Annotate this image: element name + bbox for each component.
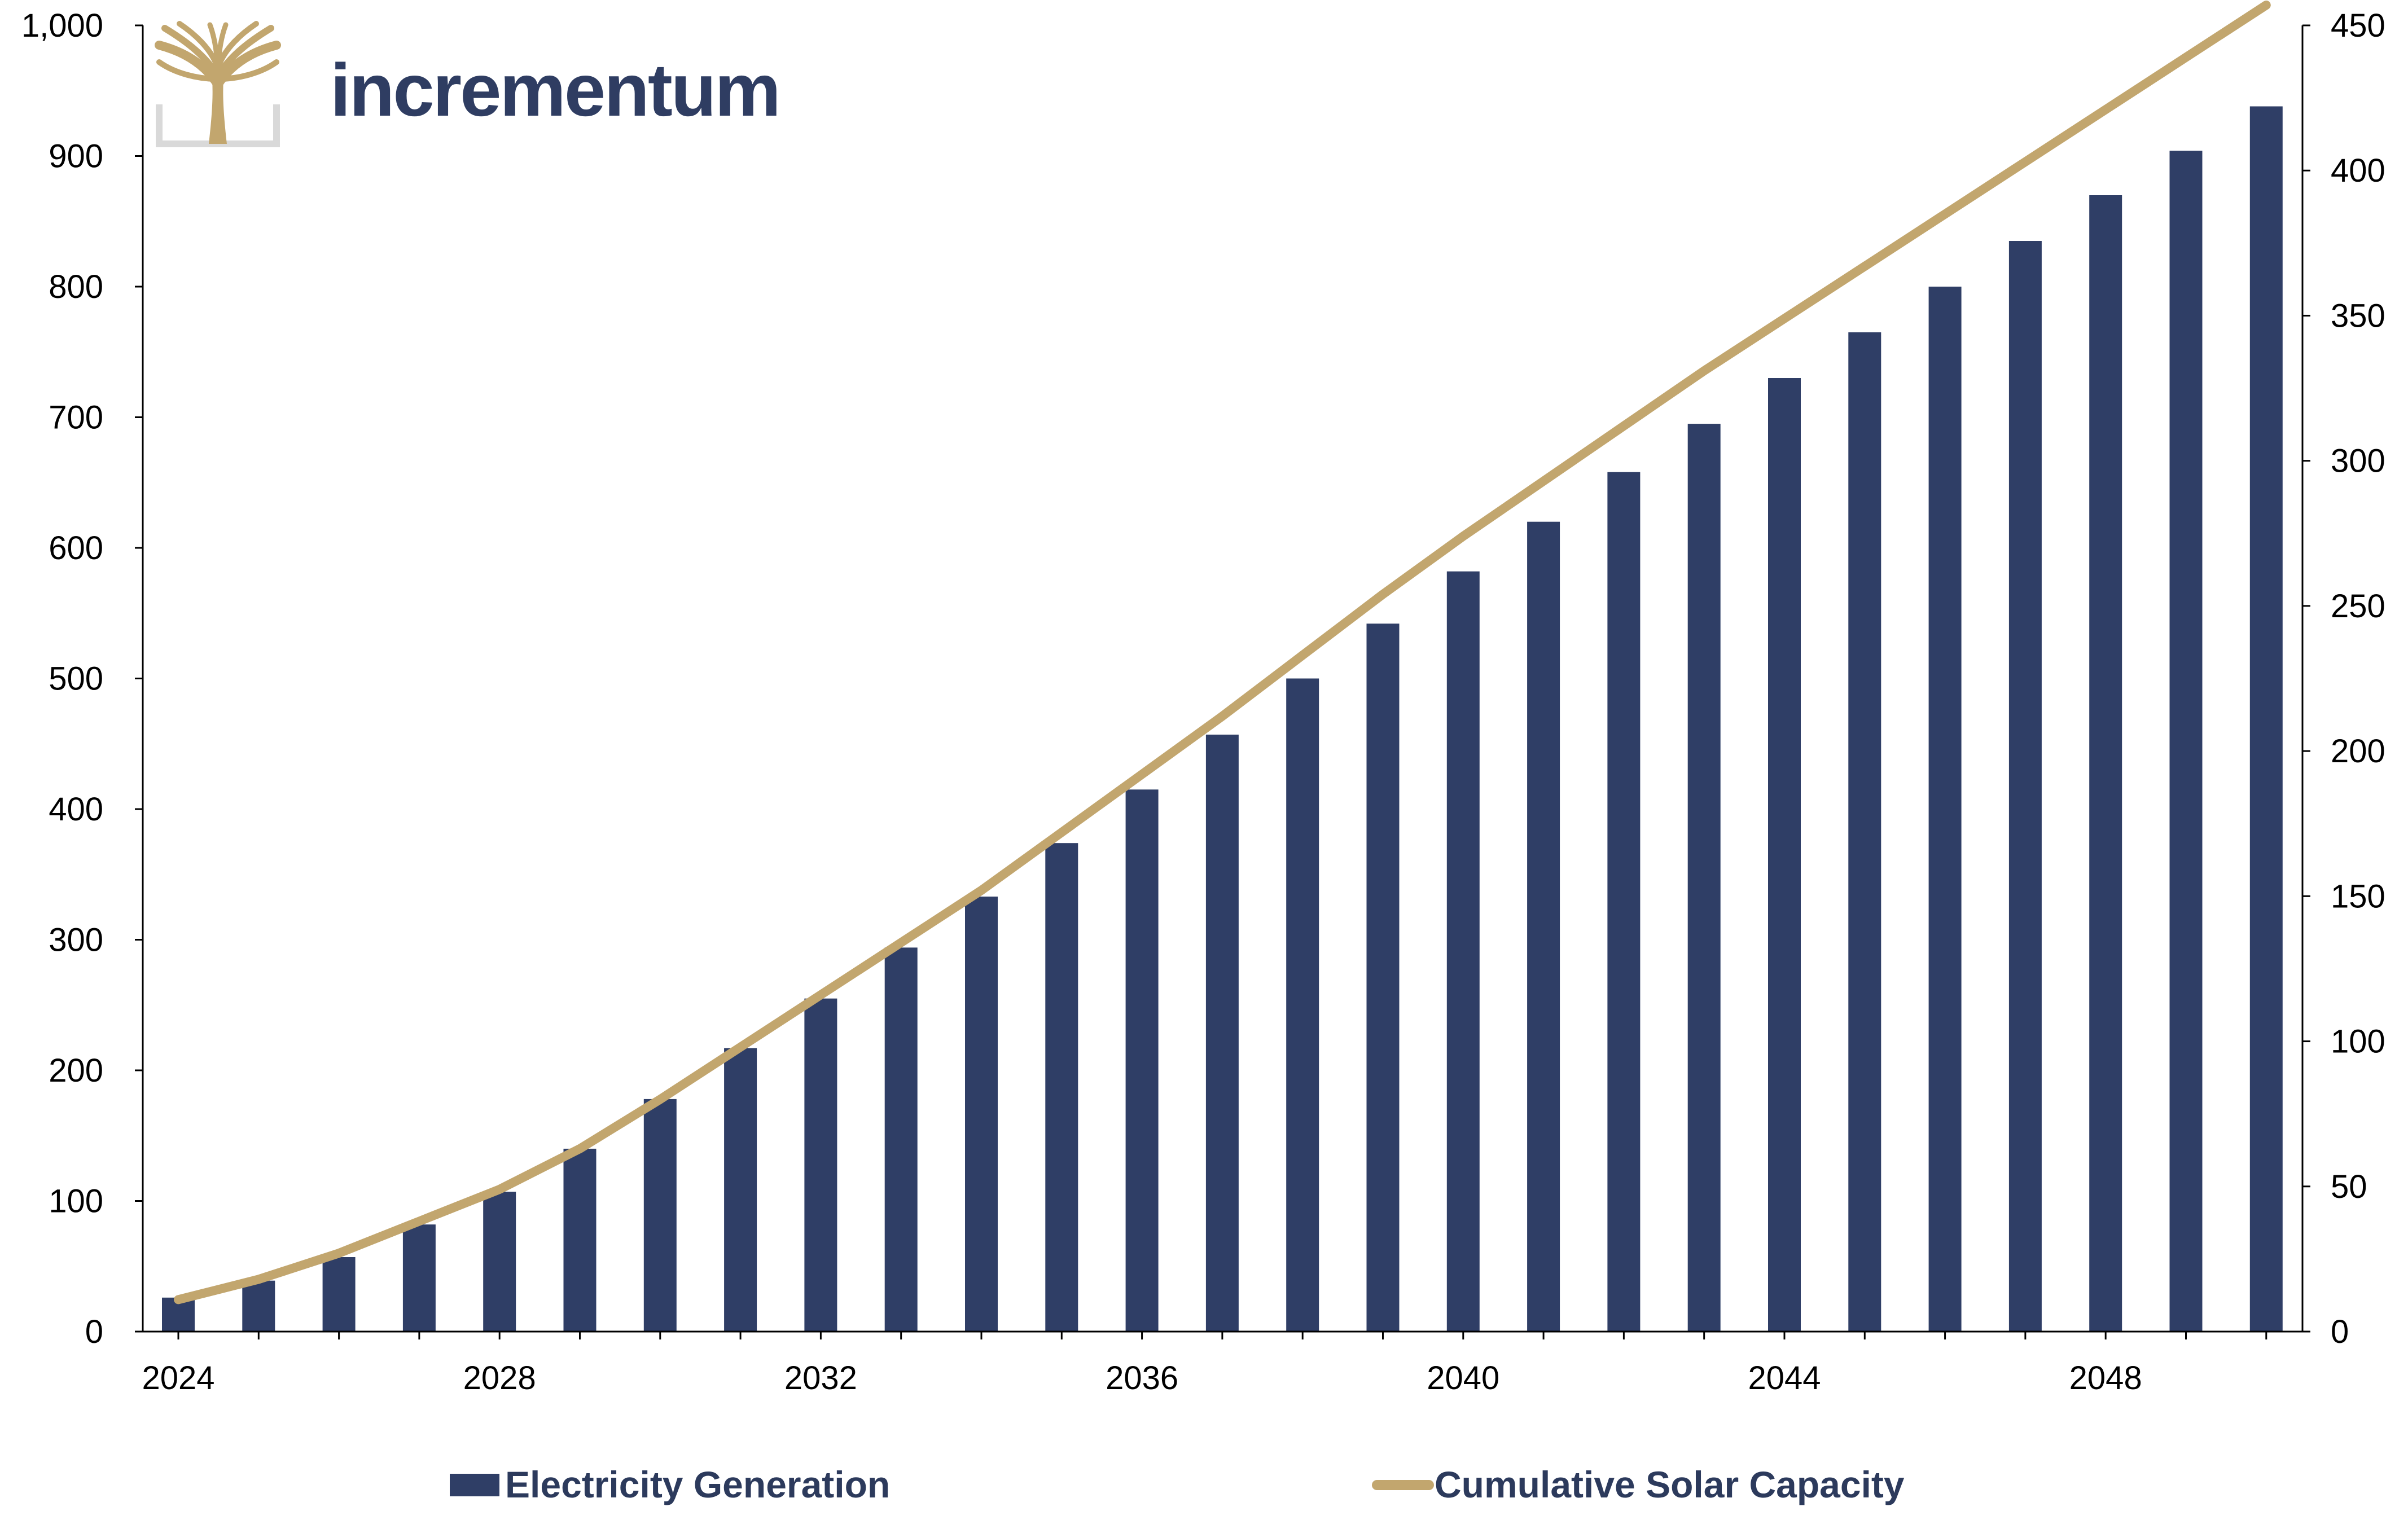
bar-2035 bbox=[1045, 843, 1078, 1332]
legend: Electricity Generation Cumulative Solar … bbox=[450, 1464, 1905, 1505]
right-tick-label: 150 bbox=[2331, 878, 2385, 915]
left-tick-label: 200 bbox=[49, 1052, 103, 1089]
solar-capacity-line-group bbox=[174, 1, 2271, 1304]
bar-2036 bbox=[1125, 789, 1159, 1332]
bar-2039 bbox=[1366, 623, 1400, 1332]
bar-2034 bbox=[965, 897, 998, 1332]
left-tick-label: 700 bbox=[49, 399, 103, 436]
legend-label-electricity-generation: Electricity Generation bbox=[505, 1464, 890, 1505]
bar-2027 bbox=[402, 1224, 436, 1332]
left-tick-label: 400 bbox=[49, 791, 103, 828]
left-tick-label: 0 bbox=[85, 1314, 103, 1350]
bar-2042 bbox=[1607, 472, 1641, 1332]
left-tick-label: 600 bbox=[49, 530, 103, 566]
x-tick-label: 2028 bbox=[463, 1360, 536, 1396]
bar-2040 bbox=[1446, 571, 1480, 1332]
bar-2041 bbox=[1527, 521, 1560, 1332]
left-tick-label: 900 bbox=[49, 138, 103, 175]
bar-2045 bbox=[1848, 332, 1881, 1332]
bar-2025 bbox=[242, 1280, 275, 1332]
x-tick-label: 2048 bbox=[2069, 1360, 2142, 1396]
right-tick-label: 300 bbox=[2331, 443, 2385, 480]
legend-swatch-electricity-generation bbox=[450, 1474, 499, 1496]
right-tick-label: 400 bbox=[2331, 152, 2385, 189]
right-tick-label: 450 bbox=[2331, 7, 2385, 44]
x-tick-label: 2044 bbox=[1748, 1360, 1821, 1396]
bar-2031 bbox=[724, 1048, 757, 1332]
bar-2043 bbox=[1687, 424, 1721, 1332]
logo-branch bbox=[216, 21, 259, 68]
right-tick-label: 350 bbox=[2331, 297, 2385, 334]
logo-branch bbox=[215, 59, 279, 82]
left-tick-label: 500 bbox=[49, 661, 103, 697]
x-tick-label: 2036 bbox=[1106, 1360, 1178, 1396]
left-tick-label: 1,000 bbox=[21, 7, 103, 44]
right-tick-label: 250 bbox=[2331, 588, 2385, 625]
left-tick-label: 300 bbox=[49, 922, 103, 959]
bar-2049 bbox=[2169, 151, 2203, 1332]
left-tick-label: 100 bbox=[49, 1183, 103, 1220]
x-tick-label: 2032 bbox=[784, 1360, 857, 1396]
bar-2038 bbox=[1286, 678, 1319, 1332]
incrementum-logo: incrementum bbox=[155, 21, 781, 147]
right-tick-label: 100 bbox=[2331, 1024, 2385, 1060]
bars bbox=[162, 106, 2283, 1332]
right-tick-label: 200 bbox=[2331, 733, 2385, 770]
legend-label-cumulative-solar-capacity: Cumulative Solar Capacity bbox=[1435, 1464, 1905, 1505]
bar-2033 bbox=[884, 947, 918, 1332]
right-tick-label: 50 bbox=[2331, 1169, 2367, 1205]
bar-2026 bbox=[322, 1257, 356, 1332]
tree-icon bbox=[155, 21, 281, 147]
axes: 0 100 200 300 400 500 600 700 800 900 1,000 0 50 100 1… bbox=[21, 7, 2385, 1396]
logo-branch bbox=[216, 25, 274, 77]
bar-2029 bbox=[563, 1148, 596, 1332]
bar-2044 bbox=[1768, 378, 1801, 1332]
bar-2047 bbox=[2008, 241, 2042, 1332]
bar-2048 bbox=[2089, 195, 2122, 1332]
logo-branch bbox=[215, 22, 229, 71]
bar-2032 bbox=[804, 998, 837, 1332]
right-tick-label: 0 bbox=[2331, 1314, 2349, 1350]
bar-2028 bbox=[483, 1192, 516, 1332]
bar-2050 bbox=[2249, 106, 2283, 1332]
x-tick-label: 2040 bbox=[1427, 1360, 1499, 1396]
bar-2037 bbox=[1205, 735, 1239, 1332]
logo-trunk bbox=[209, 79, 227, 144]
x-tick-label: 2024 bbox=[142, 1360, 214, 1396]
left-tick-label: 800 bbox=[49, 269, 103, 305]
logo-branch bbox=[156, 59, 221, 82]
bar-2046 bbox=[1928, 287, 1962, 1332]
bar-2030 bbox=[643, 1099, 677, 1332]
logo-branch bbox=[177, 21, 220, 68]
logo-text: incrementum bbox=[330, 49, 779, 131]
logo-branch bbox=[161, 25, 220, 77]
solar-capacity-line bbox=[174, 1, 2271, 1304]
